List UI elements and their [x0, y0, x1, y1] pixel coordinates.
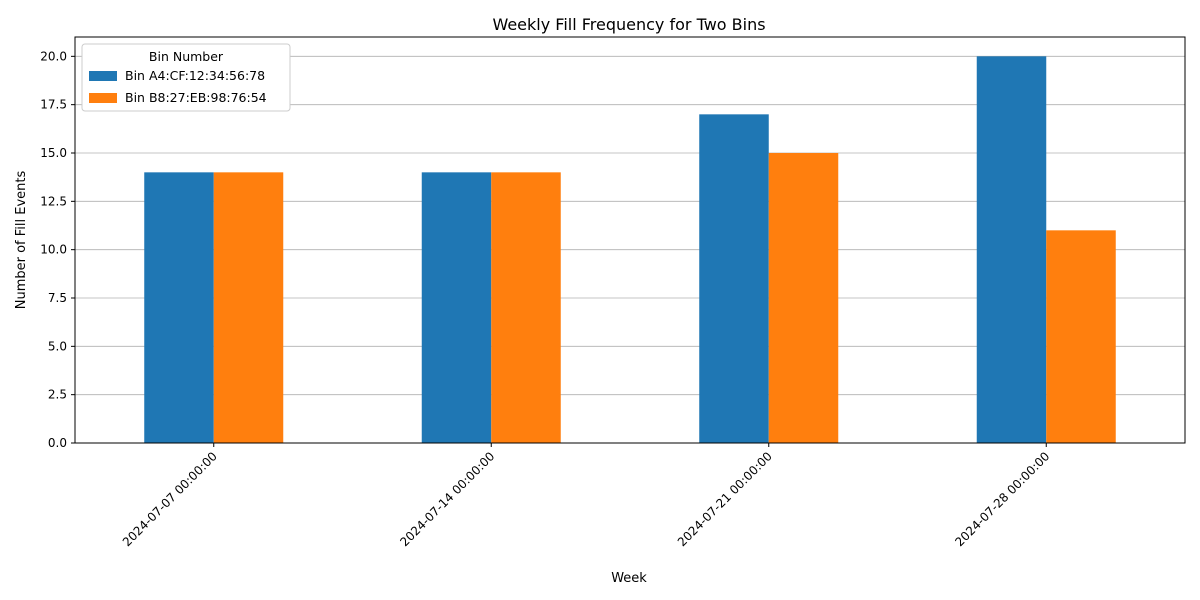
bar-bin-b8 [1046, 230, 1116, 443]
y-tick-label: 5.0 [48, 339, 67, 353]
bar-bin-a4 [976, 56, 1047, 443]
bar-bin-b8 [491, 172, 561, 444]
plot-frame [74, 36, 1186, 444]
bar-bin-a4 [421, 172, 492, 444]
x-tick-label: 2024-07-14 00:00:00 [397, 449, 497, 549]
y-tick-label: 12.5 [40, 194, 67, 208]
legend-label-bin-b8: Bin B8:27:EB:98:76:54 [125, 90, 267, 105]
legend-title: Bin Number [149, 49, 224, 64]
legend-swatch-bin-b8 [89, 93, 117, 103]
legend-box [81, 43, 291, 112]
y-axis-title: Number of Fill Events [14, 171, 29, 310]
y-tick-label: 15.0 [40, 146, 67, 160]
legend: Bin Number Bin A4:CF:12:34:56:78 Bin B8:… [81, 43, 291, 112]
bar-bin-b8 [213, 172, 284, 444]
bar-bin-b8 [768, 153, 839, 443]
y-tick-label: 17.5 [40, 98, 67, 112]
y-tick-label: 10.0 [40, 243, 67, 257]
x-axis-title: Week [611, 571, 647, 586]
legend-label-bin-a4: Bin A4:CF:12:34:56:78 [125, 68, 265, 83]
x-axis: 2024-07-07 00:00:00 2024-07-14 00:00:00 20… [120, 443, 1052, 549]
y-tick-label: 7.5 [48, 291, 67, 305]
y-tick-label: 2.5 [48, 388, 67, 402]
bar-bin-a4 [144, 172, 214, 444]
chart-title: Weekly Fill Frequency for Two Bins [492, 15, 765, 34]
y-axis: 0.0 2.5 5.0 7.5 10.0 12.5 15.0 17.5 20.0 [40, 49, 75, 450]
y-tick-label: 20.0 [40, 49, 67, 63]
bars [144, 56, 1116, 444]
x-tick-label: 2024-07-07 00:00:00 [120, 449, 220, 549]
bar-bin-a4 [699, 114, 769, 443]
x-tick-label: 2024-07-28 00:00:00 [952, 449, 1052, 549]
legend-swatch-bin-a4 [89, 71, 117, 81]
x-tick-label: 2024-07-21 00:00:00 [675, 449, 775, 549]
y-tick-label: 0.0 [48, 436, 67, 450]
